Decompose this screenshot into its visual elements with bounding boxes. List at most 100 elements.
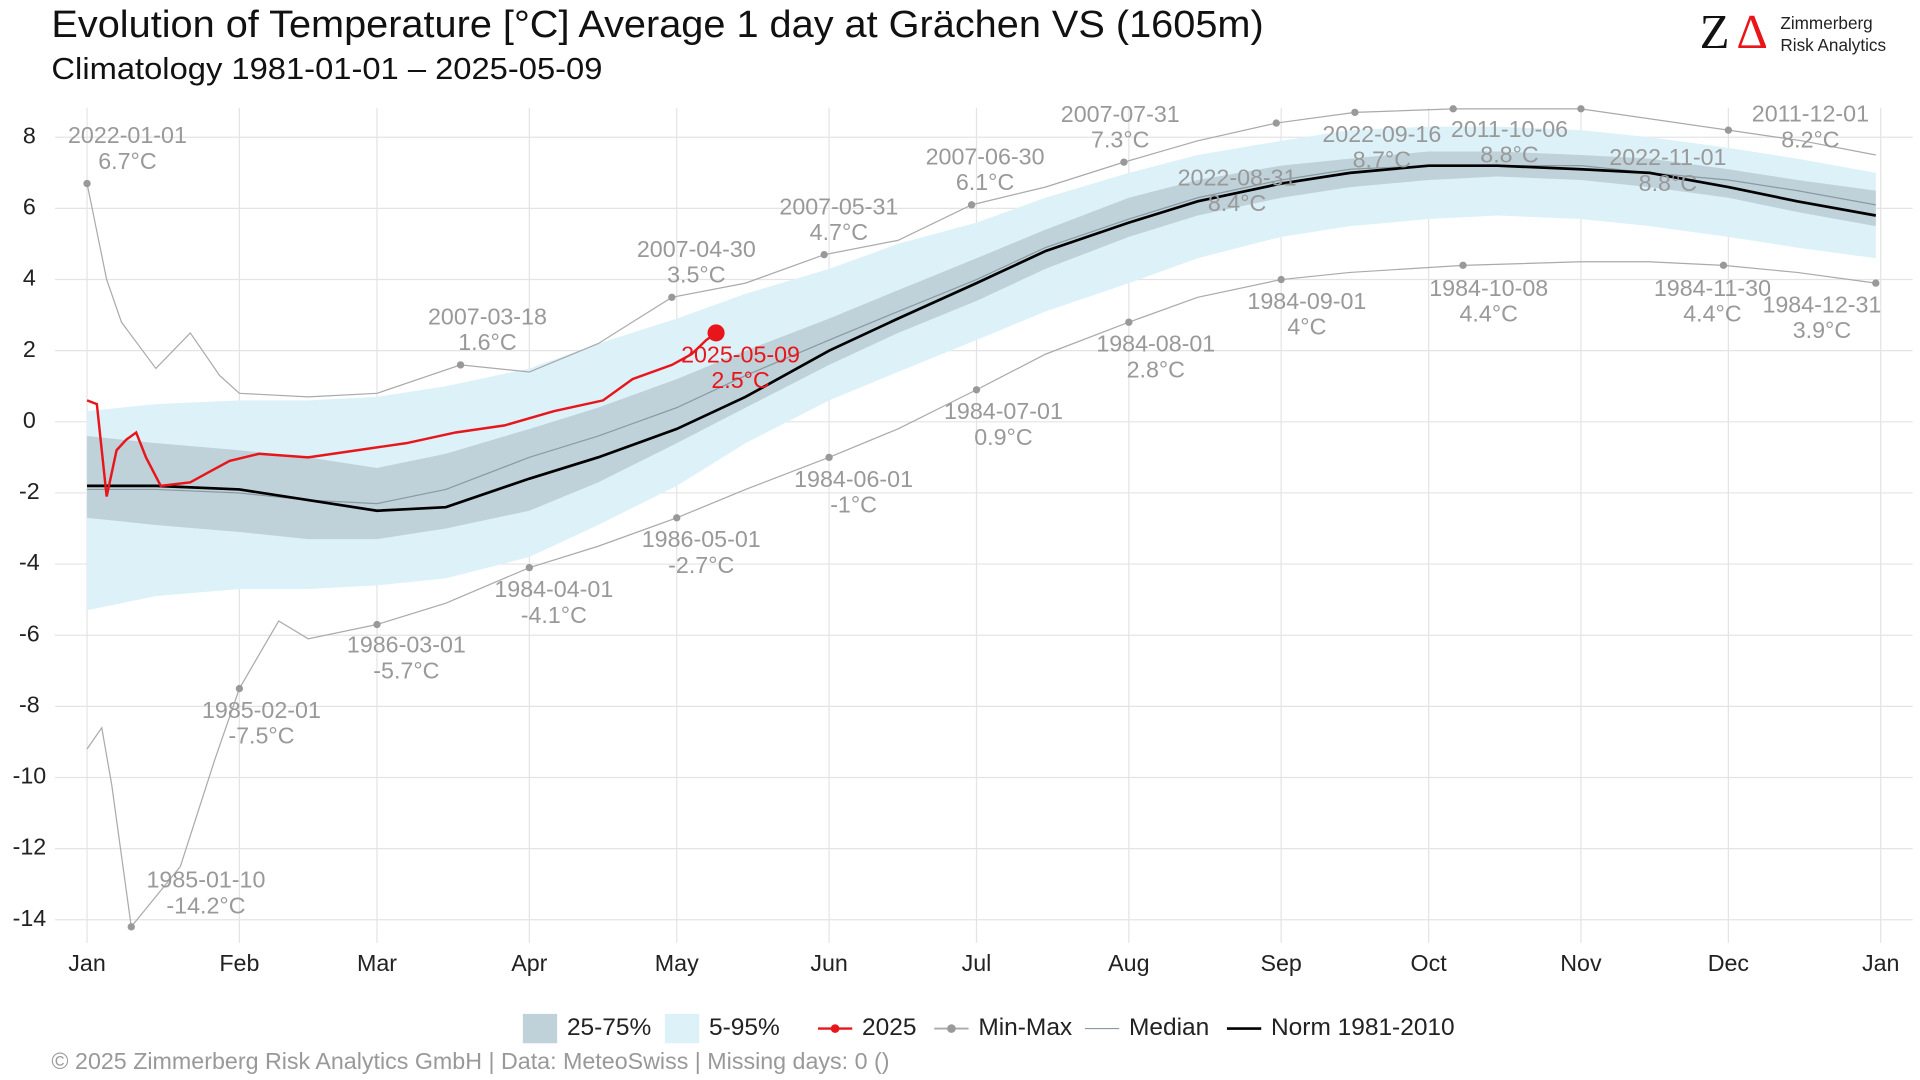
annotation-value: 8.8°C [1480,142,1538,168]
annotation-value: 2.8°C [1127,356,1185,382]
annotation-value: 7.3°C [1091,126,1149,152]
annotation-value: 8.8°C [1639,170,1697,196]
x-tick-label: Feb [219,950,259,976]
extreme-point [972,386,981,394]
range-line [86,261,1876,929]
y-tick-label: -4 [19,549,40,575]
logo-line: Risk Analytics [1780,35,1886,55]
annotation-value: -14.2°C [166,892,245,918]
x-tick-label: Nov [1560,950,1602,976]
extreme-point [1872,279,1880,287]
annotation-value: 3.5°C [667,262,725,288]
y-tick-label: -14 [13,905,47,931]
annotation-date: 2022-09-16 [1322,121,1441,147]
logo-delta: Δ [1736,4,1768,59]
annotation-date: 1984-04-01 [494,576,613,602]
extreme-point [1449,105,1457,113]
annotation-date: 1984-09-01 [1247,288,1366,314]
annotation-value: 8.7°C [1353,146,1411,172]
extreme-point [668,293,676,301]
annotation-value: 4.4°C [1460,301,1518,327]
extreme-point [235,684,244,693]
footer: © 2025 Zimmerberg Risk Analytics GmbH | … [51,1048,889,1074]
range-line [86,108,1876,398]
annotation-value: 3.9°C [1793,317,1851,343]
extreme-point [456,361,465,369]
annotation-date: 2007-05-31 [779,193,898,219]
extreme-point [1125,318,1133,326]
legend-swatch [830,1024,840,1033]
annotation-date: 1984-12-31 [1762,292,1881,318]
extreme-point [1277,275,1285,284]
annotation-date: 2007-04-30 [637,236,756,262]
extreme-point [1120,158,1128,166]
chart-title: Evolution of Temperature [°C] Average 1 … [51,4,1263,46]
annotation-date: 2022-08-31 [1178,165,1297,191]
x-tick-label: Jan [68,950,106,976]
plot [86,108,1877,929]
y-tick-label: -10 [13,763,47,789]
y-tick-label: -8 [19,691,40,717]
annotation-value: -4.1°C [521,602,587,628]
y-tick-label: 2 [23,336,36,362]
chart-subtitle: Climatology 1981-01-01 – 2025-05-09 [51,52,602,86]
annotation-value: 8.4°C [1208,190,1266,216]
annotation-date: 1984-08-01 [1096,331,1215,357]
annotation-value: -5.7°C [373,657,439,683]
x-tick-label: Dec [1708,950,1750,976]
annotation-date: 1984-10-08 [1429,275,1548,301]
annotation-value: 1.6°C [458,329,516,355]
extreme-point [1577,105,1585,113]
annotation-date: 1984-07-01 [944,398,1063,424]
extreme-point [825,453,833,462]
annotation-date: 1985-02-01 [202,697,321,723]
legend-label: Min-Max [978,1014,1072,1041]
extreme-point [373,620,381,629]
x-tick-label: Aug [1108,950,1149,976]
y-tick-label: -2 [19,478,40,504]
x-tick-label: Oct [1411,950,1448,976]
y-tick-label: 8 [23,122,36,148]
annotation-date: 2011-10-06 [1451,116,1568,142]
legend-label: 5-95% [709,1014,780,1041]
legend: 25-75% 5-95% 2025 Min-Max Median Norm 1981-20… [522,1013,1455,1044]
y-tick-label: 0 [23,407,36,433]
annotation-value: 6.1°C [956,169,1014,195]
annotation-date: 2007-03-18 [428,304,547,330]
annotation-value: 4.7°C [810,219,868,245]
logo-line: Zimmerberg [1780,13,1872,33]
logo: Z Δ Zimmerberg Risk Analytics [1700,4,1886,59]
y-tick-label: 4 [23,265,36,291]
y-tick-label: -6 [19,620,40,646]
extreme-point [673,514,681,522]
legend-swatch [947,1024,956,1033]
extreme-point [1351,108,1359,117]
current-point [707,324,725,342]
annotation-date: 1985-01-10 [146,867,265,893]
annotations: 2022-01-016.7°C 2007-03-181.6°C 2007-04-30… [68,101,1881,931]
x-tick-label: Jul [962,950,992,976]
extreme-point [1272,119,1280,127]
annotation-value: 4°C [1287,314,1326,340]
annotation-date: 2007-06-30 [926,143,1045,169]
x-tick-label: May [655,950,699,976]
extreme-point [1459,261,1467,269]
legend-label: 2025 [862,1014,916,1041]
annotation-date: 1984-06-01 [794,466,913,492]
x-tick-label: Sep [1260,950,1301,976]
annotation-value: 8.2°C [1781,126,1839,152]
annotation-value: 0.9°C [974,424,1032,450]
band [87,151,1876,540]
extreme-point [525,563,533,572]
annotation-value: 6.7°C [98,148,156,174]
x-tick-label: Apr [511,950,547,976]
x-tick-label: Jan [1862,950,1900,976]
annotation-value: -7.5°C [228,723,294,749]
extreme-point [1719,261,1728,269]
extreme-point [967,201,976,209]
legend-label: 25-75% [567,1014,651,1041]
extreme-point [127,923,135,931]
legend-swatch [664,1013,700,1044]
annotation-date: 2011-12-01 [1752,101,1869,127]
